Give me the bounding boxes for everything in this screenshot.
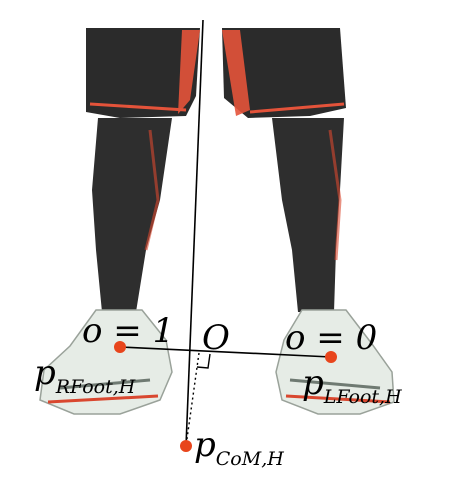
com-point-label: pCoM,H — [194, 425, 284, 470]
right-angle-marker — [196, 353, 211, 369]
foot-connecting-line — [119, 346, 332, 358]
right-foot-point — [114, 341, 126, 353]
left-shoe — [275, 309, 395, 415]
right-foot-weight-label: o = 1 — [82, 311, 175, 351]
left-foot-point-label: pLFoot,H — [302, 363, 402, 408]
vertical-reference-line — [185, 19, 204, 447]
right-shoe — [39, 309, 173, 415]
right-foot-point-label: pRFoot,H — [34, 353, 136, 398]
left-foot-weight-label: o = 0 — [285, 318, 378, 358]
com-point — [180, 440, 192, 452]
shorts — [86, 28, 346, 118]
left-foot-point — [325, 351, 337, 363]
origin-label: O — [202, 318, 230, 358]
legs — [92, 118, 344, 312]
com-projection-dotted-line — [185, 352, 200, 447]
